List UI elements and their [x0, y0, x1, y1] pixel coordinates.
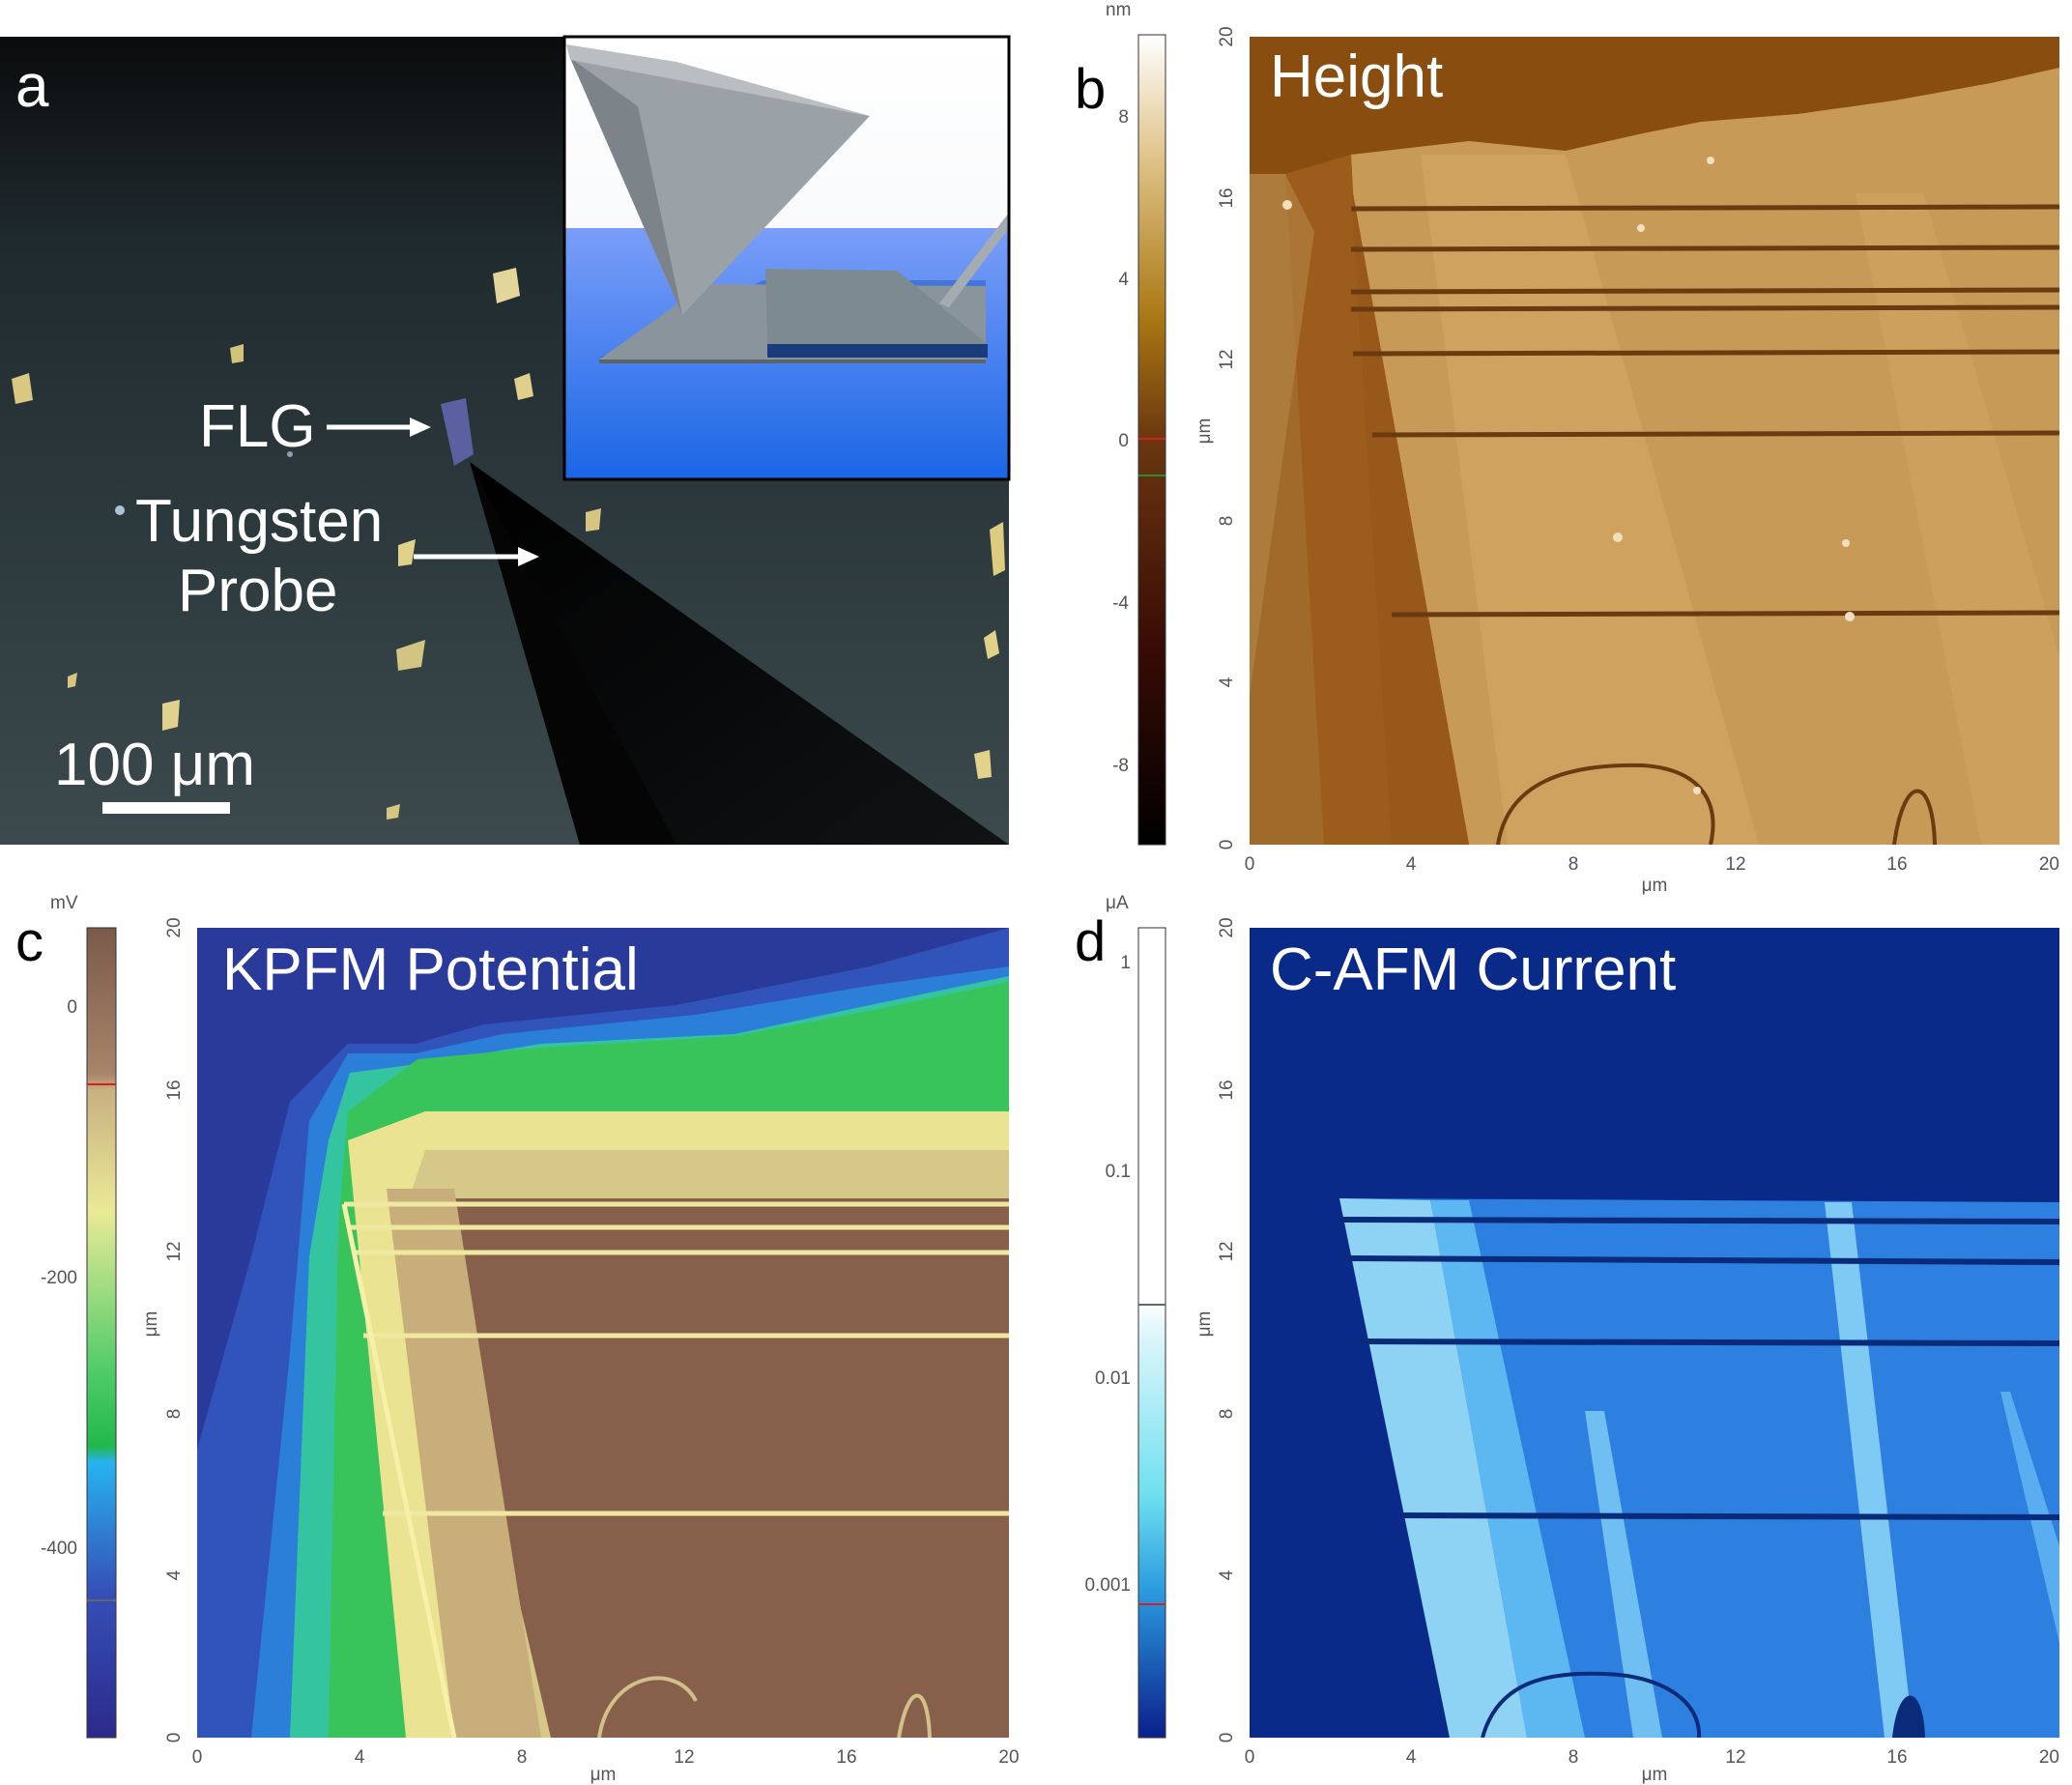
panel-b-label: b [1075, 58, 1106, 121]
panel-b: b nm 8 4 0 -4 -8 [1075, 0, 2059, 896]
y-tick: 12 [164, 1241, 185, 1261]
x-tick: 20 [2039, 1747, 2059, 1768]
x-tick: 12 [1725, 854, 1745, 875]
x-tick: 4 [1406, 854, 1417, 875]
y-tick: 20 [1217, 26, 1237, 46]
flakes [12, 268, 1005, 820]
panel-d-label: d [1075, 910, 1106, 973]
x-axis-unit: μm [1642, 876, 1668, 896]
cafm-map [1250, 928, 2059, 1738]
panel-a: a FLG Tungsten Probe 100 μm [0, 35, 1011, 845]
colorbar-d-ticks: 1 0.1 0.01 0.001 [1084, 953, 1131, 1596]
cb-d-tick: 0.01 [1095, 1368, 1131, 1389]
x-tick: 0 [192, 1747, 203, 1768]
cb-b-tick: 4 [1118, 270, 1129, 290]
cb-d-tick: 0.001 [1084, 1575, 1131, 1596]
probe-label-line1: Tungsten [135, 488, 383, 555]
y-tick: 8 [164, 1409, 185, 1420]
x-tick: 12 [1725, 1747, 1745, 1768]
y-tick: 12 [1217, 1241, 1237, 1261]
y-tick: 4 [1217, 1569, 1237, 1580]
y-tick: 12 [1217, 349, 1237, 369]
cb-d-tick: 0.1 [1106, 1162, 1131, 1182]
cb-b-tick: -4 [1112, 593, 1129, 614]
y-tick: 20 [164, 917, 185, 937]
colorbar-b-unit: nm [1106, 0, 1131, 20]
x-axis-unit: μm [590, 1765, 617, 1785]
cb-c-tick: -400 [41, 1539, 77, 1559]
cb-b-tick: 8 [1118, 107, 1129, 128]
y-tick: 4 [1217, 677, 1237, 687]
colorbar-b-ticks: 8 4 0 -4 -8 [1112, 107, 1129, 776]
panel-c-y-ticks: 20 16 12 8 4 0 μm [141, 917, 185, 1742]
panel-a-label: a [15, 53, 49, 120]
height-map [1250, 37, 2059, 845]
y-tick: 20 [1217, 917, 1237, 937]
colorbar-d [1137, 927, 1166, 1739]
y-tick: 0 [1217, 1733, 1237, 1743]
y-axis-unit: μm [1194, 418, 1215, 445]
x-tick: 4 [355, 1747, 365, 1768]
x-tick: 16 [836, 1747, 856, 1768]
y-axis-unit: μm [1194, 1311, 1215, 1338]
y-tick: 4 [164, 1569, 185, 1580]
colorbar-c-unit: mV [50, 893, 78, 913]
colorbar-d-unit: μA [1106, 893, 1129, 913]
x-tick: 8 [517, 1747, 528, 1768]
x-axis-unit: μm [1642, 1765, 1668, 1785]
inset-schematic [562, 35, 1011, 481]
panel-d-title: C-AFM Current [1270, 936, 1676, 1003]
y-tick: 0 [164, 1733, 185, 1743]
x-tick: 8 [1568, 1747, 1579, 1768]
y-tick: 8 [1217, 516, 1237, 527]
x-tick: 4 [1406, 1747, 1417, 1768]
scale-bar [102, 802, 230, 814]
probe-label-line2: Probe [178, 558, 337, 624]
panel-d-y-ticks: 20 16 12 8 4 0 μm [1194, 917, 1237, 1742]
y-tick: 16 [1217, 187, 1237, 208]
scale-bar-label: 100 μm [54, 732, 255, 798]
cb-d-tick: 1 [1120, 953, 1131, 973]
panel-d-x-ticks: 0 4 8 12 16 20 μm [1245, 1747, 2059, 1785]
cb-b-tick: -8 [1112, 756, 1129, 776]
y-tick: 16 [1217, 1080, 1237, 1100]
x-tick: 16 [1886, 1747, 1907, 1768]
x-tick: 8 [1568, 854, 1579, 875]
panel-b-x-ticks: 0 4 8 12 16 20 μm [1245, 854, 2059, 896]
cb-b-tick: 0 [1118, 431, 1129, 451]
y-tick: 8 [1217, 1409, 1237, 1420]
x-tick: 20 [998, 1747, 1019, 1768]
x-tick: 20 [2039, 854, 2059, 875]
panel-b-y-ticks: 20 16 12 8 4 0 μm [1194, 26, 1237, 849]
y-axis-unit: μm [141, 1311, 161, 1338]
x-tick: 0 [1245, 1747, 1255, 1768]
panel-c-title: KPFM Potential [222, 936, 639, 1003]
flg-label: FLG [199, 393, 316, 460]
panel-c-label: c [15, 910, 43, 973]
kpfm-map [197, 928, 1009, 1738]
panel-c: c mV 0 -200 -400 [15, 893, 1020, 1785]
x-tick: 16 [1886, 854, 1907, 875]
y-tick: 0 [1217, 840, 1237, 850]
x-tick: 12 [674, 1747, 694, 1768]
panel-b-title: Height [1270, 43, 1443, 110]
panel-c-x-ticks: 0 4 8 12 16 20 μm [192, 1747, 1020, 1785]
y-tick: 16 [164, 1080, 185, 1100]
colorbar-c [86, 927, 117, 1739]
colorbar-c-ticks: 0 -200 -400 [41, 997, 77, 1559]
x-tick: 0 [1245, 854, 1255, 875]
flg-flake [441, 398, 474, 466]
cb-c-tick: 0 [67, 997, 77, 1018]
panel-d: d μA 1 0.1 0.01 0.001 [1075, 893, 2059, 1785]
cb-c-tick: -200 [41, 1268, 77, 1288]
